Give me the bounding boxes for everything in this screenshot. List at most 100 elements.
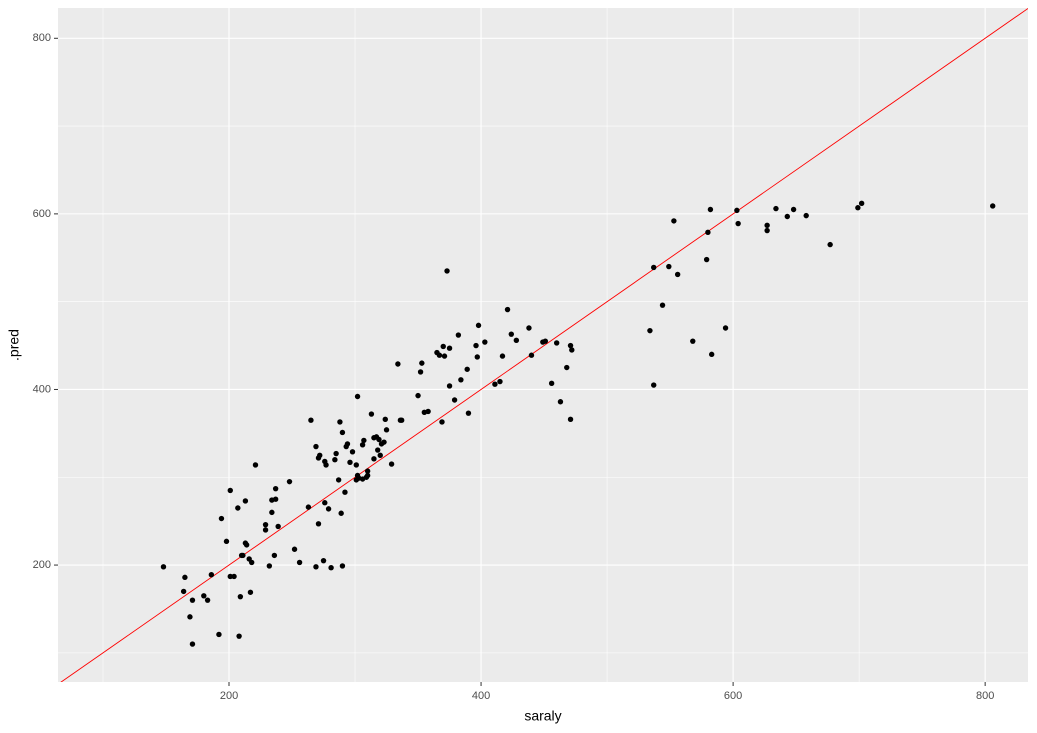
point bbox=[705, 229, 711, 236]
point bbox=[325, 506, 332, 512]
point bbox=[388, 461, 395, 467]
point bbox=[313, 443, 319, 450]
point bbox=[474, 354, 480, 360]
point bbox=[235, 505, 241, 511]
point bbox=[317, 452, 323, 459]
grid bbox=[58, 8, 1028, 682]
point bbox=[548, 380, 555, 387]
point bbox=[415, 392, 421, 399]
point bbox=[855, 205, 861, 211]
point bbox=[296, 559, 303, 566]
point bbox=[208, 572, 215, 578]
point bbox=[703, 256, 710, 263]
point bbox=[659, 302, 666, 308]
point bbox=[671, 218, 677, 224]
point bbox=[567, 342, 574, 349]
point bbox=[569, 347, 575, 353]
point bbox=[248, 559, 255, 566]
point bbox=[734, 207, 740, 214]
point bbox=[328, 564, 334, 571]
point bbox=[182, 574, 188, 581]
point bbox=[764, 222, 770, 228]
y-axis-title: .pred bbox=[6, 329, 22, 361]
point bbox=[803, 212, 809, 219]
x-tick-label: 800 bbox=[976, 690, 994, 702]
point bbox=[398, 417, 405, 423]
point bbox=[440, 343, 446, 350]
point bbox=[305, 504, 312, 510]
point bbox=[218, 515, 225, 522]
point bbox=[243, 542, 250, 548]
point bbox=[446, 345, 453, 351]
point bbox=[216, 631, 222, 638]
point bbox=[308, 417, 314, 423]
point bbox=[376, 436, 382, 443]
reference-layer bbox=[60, 8, 1028, 682]
y-tick-label: 200 bbox=[33, 559, 51, 571]
point bbox=[790, 206, 797, 213]
x-tick-label: 200 bbox=[220, 690, 238, 702]
point bbox=[227, 573, 233, 580]
point bbox=[349, 449, 356, 455]
point bbox=[291, 546, 298, 552]
point bbox=[722, 325, 729, 331]
point bbox=[473, 342, 479, 349]
point bbox=[223, 538, 230, 545]
points bbox=[160, 200, 996, 647]
y-tick-label: 600 bbox=[33, 208, 51, 220]
point bbox=[368, 411, 375, 417]
point bbox=[690, 338, 696, 344]
point bbox=[272, 496, 279, 502]
point bbox=[359, 442, 366, 448]
point bbox=[455, 332, 462, 338]
point bbox=[666, 263, 672, 270]
x-axis-title: saraly bbox=[524, 708, 561, 724]
point bbox=[247, 589, 254, 595]
point bbox=[504, 306, 511, 313]
point bbox=[354, 393, 361, 400]
point bbox=[231, 573, 237, 580]
point bbox=[323, 462, 329, 468]
point bbox=[528, 352, 535, 358]
x-tick-label: 600 bbox=[724, 690, 742, 702]
point bbox=[647, 327, 653, 334]
point bbox=[735, 220, 741, 227]
point bbox=[451, 397, 458, 403]
point bbox=[492, 381, 498, 387]
point bbox=[339, 563, 346, 569]
point bbox=[441, 353, 448, 359]
y-tick-label: 800 bbox=[33, 32, 51, 44]
point bbox=[371, 456, 377, 462]
point bbox=[382, 416, 388, 423]
point bbox=[375, 447, 381, 453]
plot-panel bbox=[58, 8, 1028, 682]
point bbox=[269, 509, 275, 516]
point bbox=[419, 360, 425, 366]
point bbox=[764, 227, 770, 234]
reference-line bbox=[60, 8, 1028, 682]
point bbox=[275, 523, 281, 530]
point bbox=[542, 338, 549, 344]
point bbox=[553, 340, 560, 346]
point bbox=[189, 641, 196, 647]
point bbox=[567, 416, 574, 423]
point bbox=[446, 383, 453, 389]
point bbox=[262, 527, 269, 533]
point bbox=[708, 351, 715, 358]
axes: 200 400 600 800 200 400 600 800 bbox=[33, 32, 995, 702]
point bbox=[337, 419, 343, 425]
point bbox=[395, 361, 401, 367]
point bbox=[332, 457, 338, 463]
point bbox=[189, 597, 196, 603]
point bbox=[458, 377, 464, 383]
point bbox=[236, 633, 242, 639]
point bbox=[266, 563, 273, 569]
point bbox=[827, 241, 833, 248]
point bbox=[674, 271, 681, 278]
point bbox=[315, 521, 322, 527]
point bbox=[526, 325, 532, 331]
point bbox=[784, 213, 790, 220]
point bbox=[465, 410, 472, 416]
